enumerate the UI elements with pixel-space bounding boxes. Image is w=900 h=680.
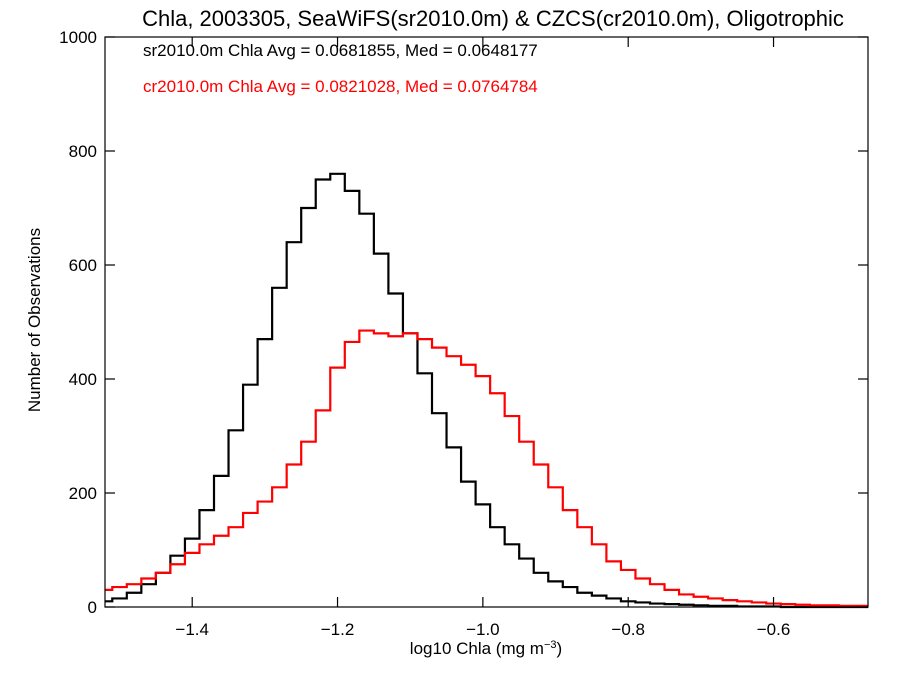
x-tick-label: −1.4 [175,620,209,639]
histogram-line [105,172,868,609]
annotation-sr2010-stats: sr2010.0m Chla Avg = 0.0681855, Med = 0.… [143,41,538,60]
x-tick-label: −1.2 [321,620,355,639]
x-tick-label: −1.0 [466,620,500,639]
y-tick-label: 400 [69,370,97,389]
tick-layer: −1.4 −1.2 −1.0 −0.8 −0.6 0 200 400 600 800 1000 [59,28,868,639]
annotation-cr2010-stats: cr2010.0m Chla Avg = 0.0821028, Med = 0.… [143,77,538,96]
histogram-line [105,329,868,607]
series-layer [105,172,868,609]
chart-title: Chla, 2003305, SeaWiFS(sr2010.0m) & CZCS… [142,6,844,31]
plot-frame [104,36,869,608]
y-tick-label: 600 [69,256,97,275]
y-tick-label: 1000 [59,28,97,47]
y-tick-label: 800 [69,142,97,161]
histogram-series-1 [105,329,868,607]
x-tick-label: −0.6 [757,620,791,639]
y-tick-label: 0 [88,598,97,617]
x-axis-label-superscript: −3 [544,639,557,651]
y-axis-label: Number of Observations [25,228,44,412]
y-tick-label: 200 [69,484,97,503]
x-axis-label: log10 Chla (mg m−3) [410,639,562,658]
x-axis-label-suffix: ) [557,639,563,658]
x-tick-label: −0.8 [611,620,645,639]
x-axis-label-prefix: log10 Chla (mg m [410,639,544,658]
histogram-series-0 [105,172,868,609]
